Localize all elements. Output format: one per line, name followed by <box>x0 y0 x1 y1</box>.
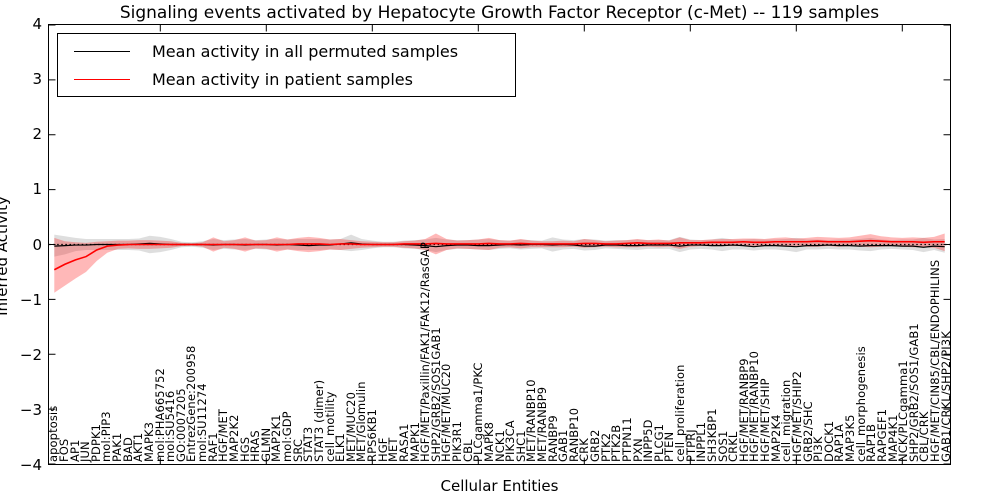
y-tick-label: 1 <box>32 180 42 199</box>
x-tick-label: GAB1/CRKL/SHP2/PI3K <box>938 331 953 462</box>
y-axis-title: Inferred Activity <box>0 196 11 316</box>
legend-line-sample-red <box>74 78 130 80</box>
legend-label: Mean activity in all permuted samples <box>152 41 459 61</box>
y-tick-label: 0 <box>32 235 42 254</box>
legend-entry-patient: Mean activity in patient samples <box>58 68 413 90</box>
legend-line-sample-black <box>74 50 130 52</box>
y-tick-label: 2 <box>32 125 42 144</box>
plot-area <box>48 24 951 465</box>
x-axis-title: Cellular Entities <box>440 477 559 495</box>
y-tick-label: −2 <box>19 345 42 364</box>
legend: Mean activity in all permuted samples Me… <box>57 33 516 97</box>
y-tick-label: −3 <box>19 400 42 419</box>
chart-title: Signaling events activated by Hepatocyte… <box>119 3 880 23</box>
plot-canvas <box>49 25 950 464</box>
patient-std-band <box>54 233 945 293</box>
legend-label: Mean activity in patient samples <box>152 69 413 89</box>
patient-mean-line <box>53 239 945 271</box>
y-tick-label: 4 <box>32 15 42 33</box>
y-tick-label: −1 <box>19 290 42 309</box>
y-tick-label: −4 <box>19 456 42 474</box>
legend-entry-permuted: Mean activity in all permuted samples <box>58 40 458 62</box>
y-tick-label: 3 <box>32 70 42 89</box>
